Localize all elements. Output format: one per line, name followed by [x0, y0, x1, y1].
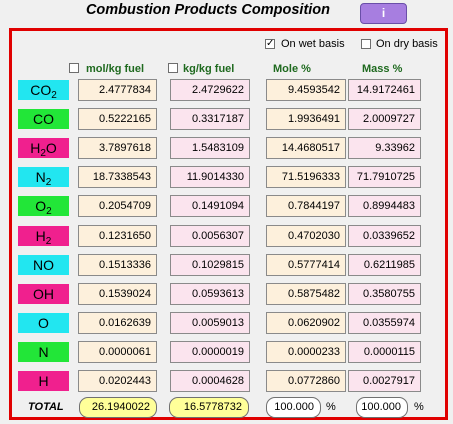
- column-header-mol: mol/kg fuel: [86, 63, 145, 75]
- species-label: N2: [18, 167, 69, 188]
- window-title: Combustion Products Composition: [85, 2, 331, 18]
- mol-per-kg-field: 0.0202443: [78, 370, 157, 392]
- mole-pct-field: 0.0772860: [266, 370, 346, 392]
- kg-per-kg-field: 0.0056307: [170, 225, 250, 247]
- species-label: H2: [18, 226, 69, 247]
- species-label: O2: [18, 196, 69, 217]
- column-header-mass-pct: Mass %: [362, 63, 403, 75]
- mol-per-kg-checkbox[interactable]: [69, 63, 79, 73]
- mol-per-kg-field: 0.0162639: [78, 312, 157, 334]
- column-header-mole-pct: Mole %: [273, 63, 311, 75]
- mass-pct-field: 71.7910725: [348, 166, 421, 188]
- column-header-kg: kg/kg fuel: [183, 63, 235, 75]
- kg-per-kg-field: 0.1029815: [170, 254, 250, 276]
- total-mole-pct-unit: %: [326, 401, 336, 413]
- mol-per-kg-field: 0.2054709: [78, 195, 157, 217]
- mole-pct-field: 1.9936491: [266, 108, 346, 130]
- dry-basis-label: On dry basis: [376, 38, 438, 50]
- total-mass-pct-field: 100.000: [356, 397, 408, 418]
- kg-per-kg-field: 2.4729622: [170, 79, 250, 101]
- kg-per-kg-checkbox[interactable]: [168, 63, 178, 73]
- mol-per-kg-field: 2.4777834: [78, 79, 157, 101]
- mass-pct-field: 14.9172461: [348, 79, 421, 101]
- species-label: OH: [18, 284, 69, 304]
- mole-pct-field: 0.0000233: [266, 341, 346, 363]
- mole-pct-field: 0.5777414: [266, 254, 346, 276]
- kg-per-kg-field: 0.0004628: [170, 370, 250, 392]
- species-label: N: [18, 342, 69, 362]
- wet-basis-checkbox[interactable]: ✓: [265, 38, 275, 49]
- mol-per-kg-field: 0.0000061: [78, 341, 157, 363]
- info-button[interactable]: i: [360, 3, 407, 24]
- mass-pct-field: 0.8994483: [348, 195, 421, 217]
- species-label: O: [18, 313, 69, 333]
- mole-pct-field: 71.5196333: [266, 166, 346, 188]
- total-kg-field: 16.5778732: [169, 397, 249, 418]
- total-mass-pct-unit: %: [414, 401, 424, 413]
- species-label: CO2: [18, 80, 69, 101]
- kg-per-kg-field: 0.0059013: [170, 312, 250, 334]
- kg-per-kg-field: 11.9014330: [170, 166, 250, 188]
- mol-per-kg-field: 0.1513336: [78, 254, 157, 276]
- mole-pct-field: 9.4593542: [266, 79, 346, 101]
- mass-pct-field: 0.0355974: [348, 312, 421, 334]
- total-label: TOTAL: [28, 401, 64, 413]
- mole-pct-field: 0.7844197: [266, 195, 346, 217]
- kg-per-kg-field: 0.0593613: [170, 283, 250, 305]
- mol-per-kg-field: 0.1539024: [78, 283, 157, 305]
- mol-per-kg-field: 0.5222165: [78, 108, 157, 130]
- mol-per-kg-field: 18.7338543: [78, 166, 157, 188]
- mole-pct-field: 0.0620902: [266, 312, 346, 334]
- kg-per-kg-field: 1.5483109: [170, 137, 250, 159]
- mol-per-kg-field: 3.7897618: [78, 137, 157, 159]
- mass-pct-field: 0.6211985: [348, 254, 421, 276]
- mole-pct-field: 14.4680517: [266, 137, 346, 159]
- species-label: H: [18, 371, 69, 391]
- species-label: CO: [18, 109, 69, 129]
- mole-pct-field: 0.5875482: [266, 283, 346, 305]
- kg-per-kg-field: 0.0000019: [170, 341, 250, 363]
- species-label: NO: [18, 255, 69, 275]
- total-mol-field: 26.1940022: [79, 397, 157, 418]
- dry-basis-checkbox[interactable]: [361, 39, 371, 49]
- mass-pct-field: 2.0009727: [348, 108, 421, 130]
- mass-pct-field: 9.33962: [348, 137, 421, 159]
- mass-pct-field: 0.0339652: [348, 225, 421, 247]
- mass-pct-field: 0.3580755: [348, 283, 421, 305]
- total-mole-pct-field: 100.000: [266, 397, 321, 418]
- mol-per-kg-field: 0.1231650: [78, 225, 157, 247]
- mass-pct-field: 0.0000115: [348, 341, 421, 363]
- kg-per-kg-field: 0.1491094: [170, 195, 250, 217]
- mole-pct-field: 0.4702030: [266, 225, 346, 247]
- mass-pct-field: 0.0027917: [348, 370, 421, 392]
- species-label: H2O: [18, 138, 69, 159]
- kg-per-kg-field: 0.3317187: [170, 108, 250, 130]
- wet-basis-label: On wet basis: [281, 38, 345, 50]
